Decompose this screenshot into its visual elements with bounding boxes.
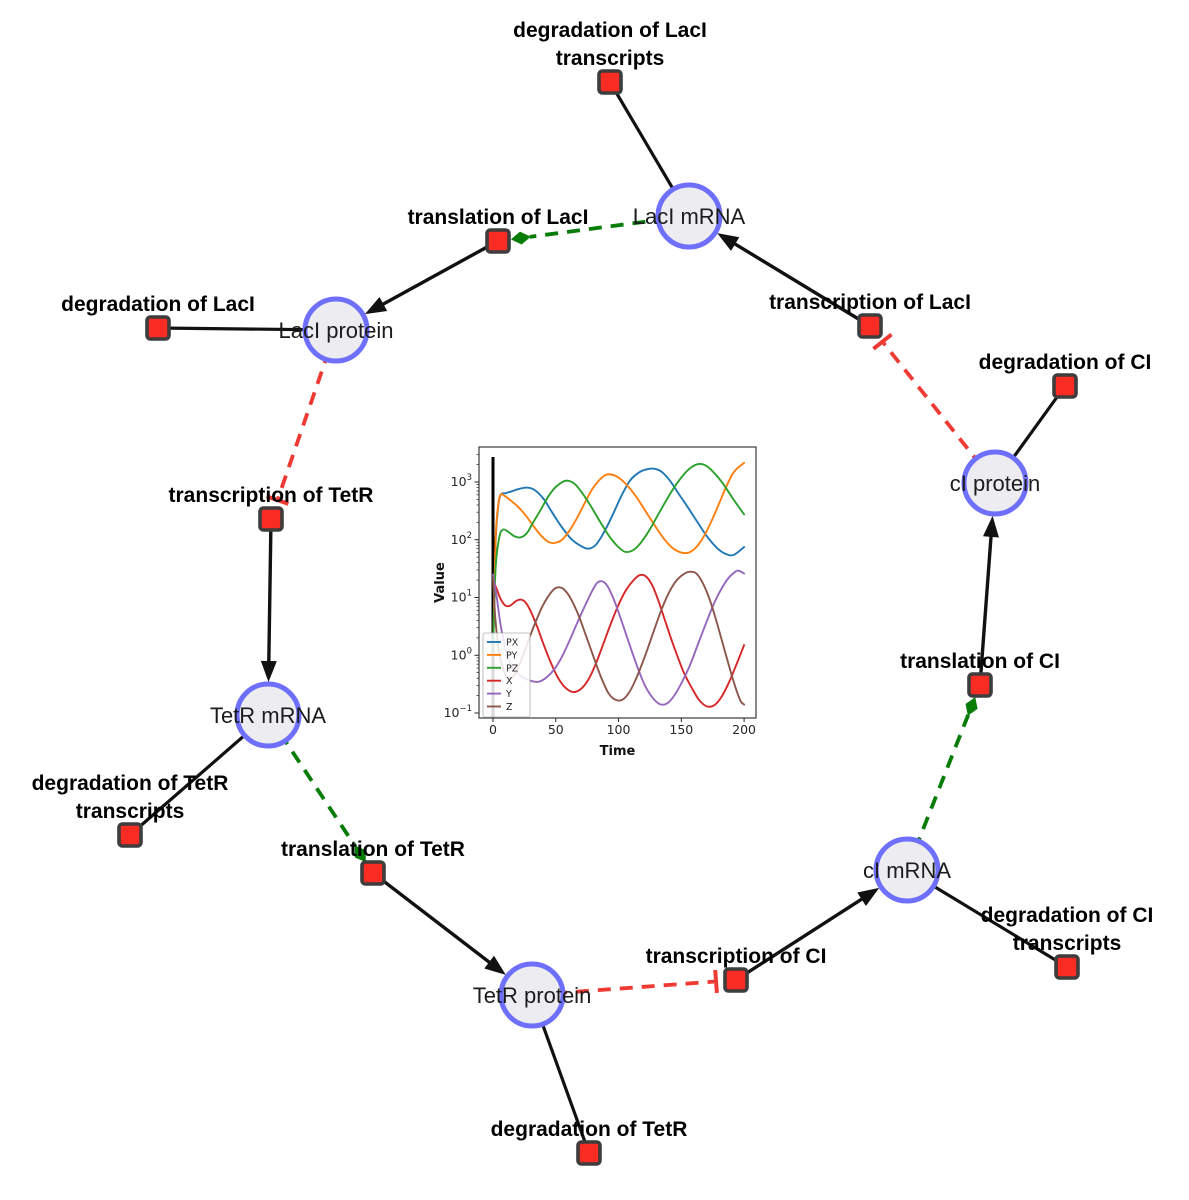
series-line-PY xyxy=(492,461,746,657)
species-node-laci-protein[interactable] xyxy=(302,296,370,364)
edge-production-tetr-protein--translation-tetr-arrowhead xyxy=(484,955,506,975)
reaction-node-translation-ci[interactable] xyxy=(967,672,993,698)
reaction-label-deg-laci: degradation of LacI xyxy=(61,293,255,316)
legend-label-Y: Y xyxy=(505,689,512,700)
reaction-label-deg-tetr: degradation of TetR xyxy=(491,1118,688,1141)
edge-catalysis-laci-mrna--translation-laci-diamond-head xyxy=(510,231,531,245)
reaction-node-transcription-tetr[interactable] xyxy=(258,506,284,532)
edge-inhibition-ci-protein--transcription-laci-tbar-head xyxy=(872,332,893,351)
species-node-tetr-mrna[interactable] xyxy=(234,681,302,749)
edge-production-laci-protein--translation-laci xyxy=(376,239,499,309)
y-tick-label: 103 xyxy=(451,473,472,489)
edge-production-tetr-protein--translation-tetr xyxy=(371,871,496,968)
reaction-node-deg-laci-transcripts[interactable] xyxy=(597,69,623,95)
edge-catalysis-tetr-mrna--translation-tetr-diamond-head xyxy=(354,845,366,863)
species-node-ci-protein[interactable] xyxy=(961,449,1029,517)
series-line-PZ xyxy=(492,463,746,657)
timeseries-inset-chart: 0 50 100 150 20010−1100101102103TimeValuePXP… xyxy=(433,446,757,759)
legend-label-Z: Z xyxy=(506,702,513,713)
edge-production-ci-mrna--transcription-ci xyxy=(735,893,869,982)
y-axis-label: Value xyxy=(433,562,448,603)
reaction-label-translation-tetr: translation of TetR xyxy=(281,838,465,861)
y-tick-label: 101 xyxy=(451,589,472,605)
reaction-node-deg-ci-transcripts[interactable] xyxy=(1054,954,1080,980)
edge-production-ci-protein--translation-ci-arrowhead xyxy=(983,515,999,538)
y-tick-label: 10−1 xyxy=(444,704,472,720)
reaction-label-deg-ci-transcripts: degradation of CI xyxy=(981,904,1154,927)
legend-label-PX: PX xyxy=(506,638,519,649)
species-label-ci-protein: cI protein xyxy=(950,471,1041,496)
species-label-tetr-protein: TetR protein xyxy=(473,983,592,1008)
edge-production-ci-protein--translation-ci xyxy=(978,529,994,686)
reaction-label-transcription-laci: transcription of LacI xyxy=(769,291,971,314)
x-tick-label: 150 xyxy=(669,722,693,737)
reaction-label-transcription-ci: transcription of CI xyxy=(646,945,827,968)
reaction-node-transcription-ci[interactable] xyxy=(723,967,749,993)
series-line-X xyxy=(492,573,746,708)
edge-inhibition-tetr-protein--transcription-ci-tbar-head xyxy=(713,969,719,994)
species-label-ci-mrna: cI mRNA xyxy=(863,858,951,883)
reaction-node-deg-tetr[interactable] xyxy=(576,1140,602,1166)
edge-production-tetr-mrna--transcription-tetr-arrowhead xyxy=(260,660,277,683)
x-tick-label: 100 xyxy=(607,722,631,737)
reaction-label-transcription-tetr: transcription of TetR xyxy=(169,484,374,507)
reaction-node-deg-laci[interactable] xyxy=(145,315,171,341)
reaction-node-deg-ci[interactable] xyxy=(1052,373,1078,399)
legend-label-PZ: PZ xyxy=(506,663,519,674)
reaction-label-translation-ci: translation of CI xyxy=(900,650,1060,673)
edge-catalysis-ci-mrna--translation-ci-diamond-head xyxy=(965,697,978,716)
species-node-laci-mrna[interactable] xyxy=(655,182,723,250)
reaction-node-deg-tetr-transcripts[interactable] xyxy=(117,822,143,848)
species-label-laci-protein: LacI protein xyxy=(279,318,394,343)
edge-production-laci-mrna--transcription-laci-arrowhead xyxy=(717,233,740,251)
series-line-PX xyxy=(492,467,746,657)
x-tick-label: 200 xyxy=(732,722,756,737)
legend-label-X: X xyxy=(506,676,513,687)
y-tick-label: 100 xyxy=(451,646,472,662)
timeseries-inset: 0 50 100 150 200 10−1 100 101 102 103 Time Value PX P… xyxy=(430,437,770,769)
x-axis-label: Time xyxy=(600,744,636,759)
legend-label-PY: PY xyxy=(506,650,518,661)
edge-production-laci-mrna--transcription-laci xyxy=(728,238,871,328)
species-label-tetr-mrna: TetR mRNA xyxy=(210,703,326,728)
x-tick-label: 0 xyxy=(489,722,497,737)
y-tick-label: 102 xyxy=(451,531,472,547)
reaction-label-deg-ci-transcripts: transcripts xyxy=(1013,932,1122,955)
species-node-ci-mrna[interactable] xyxy=(873,836,941,904)
reaction-node-transcription-laci[interactable] xyxy=(857,313,883,339)
reaction-node-translation-tetr[interactable] xyxy=(360,860,386,886)
series-line-Z xyxy=(492,570,746,706)
reaction-label-deg-laci-transcripts: transcripts xyxy=(556,47,665,70)
reaction-label-deg-tetr-transcripts: degradation of TetR xyxy=(32,772,229,795)
reaction-label-deg-laci-transcripts: degradation of LacI xyxy=(513,19,707,42)
reaction-label-deg-ci: degradation of CI xyxy=(979,351,1152,374)
reaction-label-translation-laci: translation of LacI xyxy=(408,206,589,229)
reaction-node-translation-laci[interactable] xyxy=(485,228,511,254)
edge-production-laci-protein--translation-laci-arrowhead xyxy=(364,296,388,315)
species-label-laci-mrna: LacI mRNA xyxy=(633,204,746,229)
edge-production-ci-mrna--transcription-ci-arrowhead xyxy=(857,887,880,906)
chart-frame xyxy=(478,446,757,719)
species-node-tetr-protein[interactable] xyxy=(498,961,566,1029)
x-tick-label: 50 xyxy=(548,722,564,737)
edge-inhibition-laci-protein--transcription-tetr-tbar-head xyxy=(265,494,290,506)
edge-production-tetr-mrna--transcription-tetr xyxy=(267,518,273,669)
reaction-label-deg-tetr-transcripts: transcripts xyxy=(76,800,185,823)
